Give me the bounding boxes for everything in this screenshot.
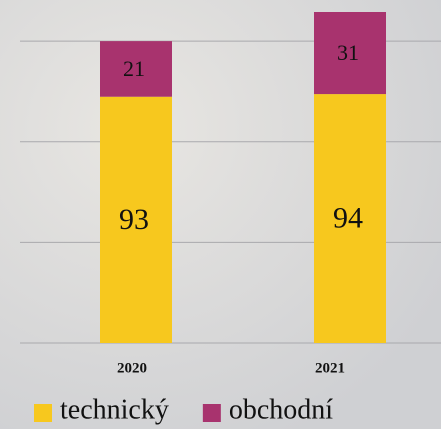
bar-segment	[100, 96, 172, 344]
bar-segment	[314, 94, 386, 343]
value-label: 31	[337, 40, 359, 65]
legend-label: technický	[60, 394, 169, 425]
legend-label: obchodní	[229, 394, 333, 425]
value-label: 94	[333, 201, 363, 234]
bar-segment	[100, 41, 172, 97]
value-label: 93	[119, 203, 149, 236]
x-tick-label: 2020	[117, 360, 147, 376]
bar-segment	[314, 12, 386, 95]
legend-swatch	[34, 404, 52, 422]
value-label: 21	[123, 56, 145, 81]
x-tick-label: 2021	[315, 360, 345, 376]
legend-swatch	[202, 404, 221, 422]
